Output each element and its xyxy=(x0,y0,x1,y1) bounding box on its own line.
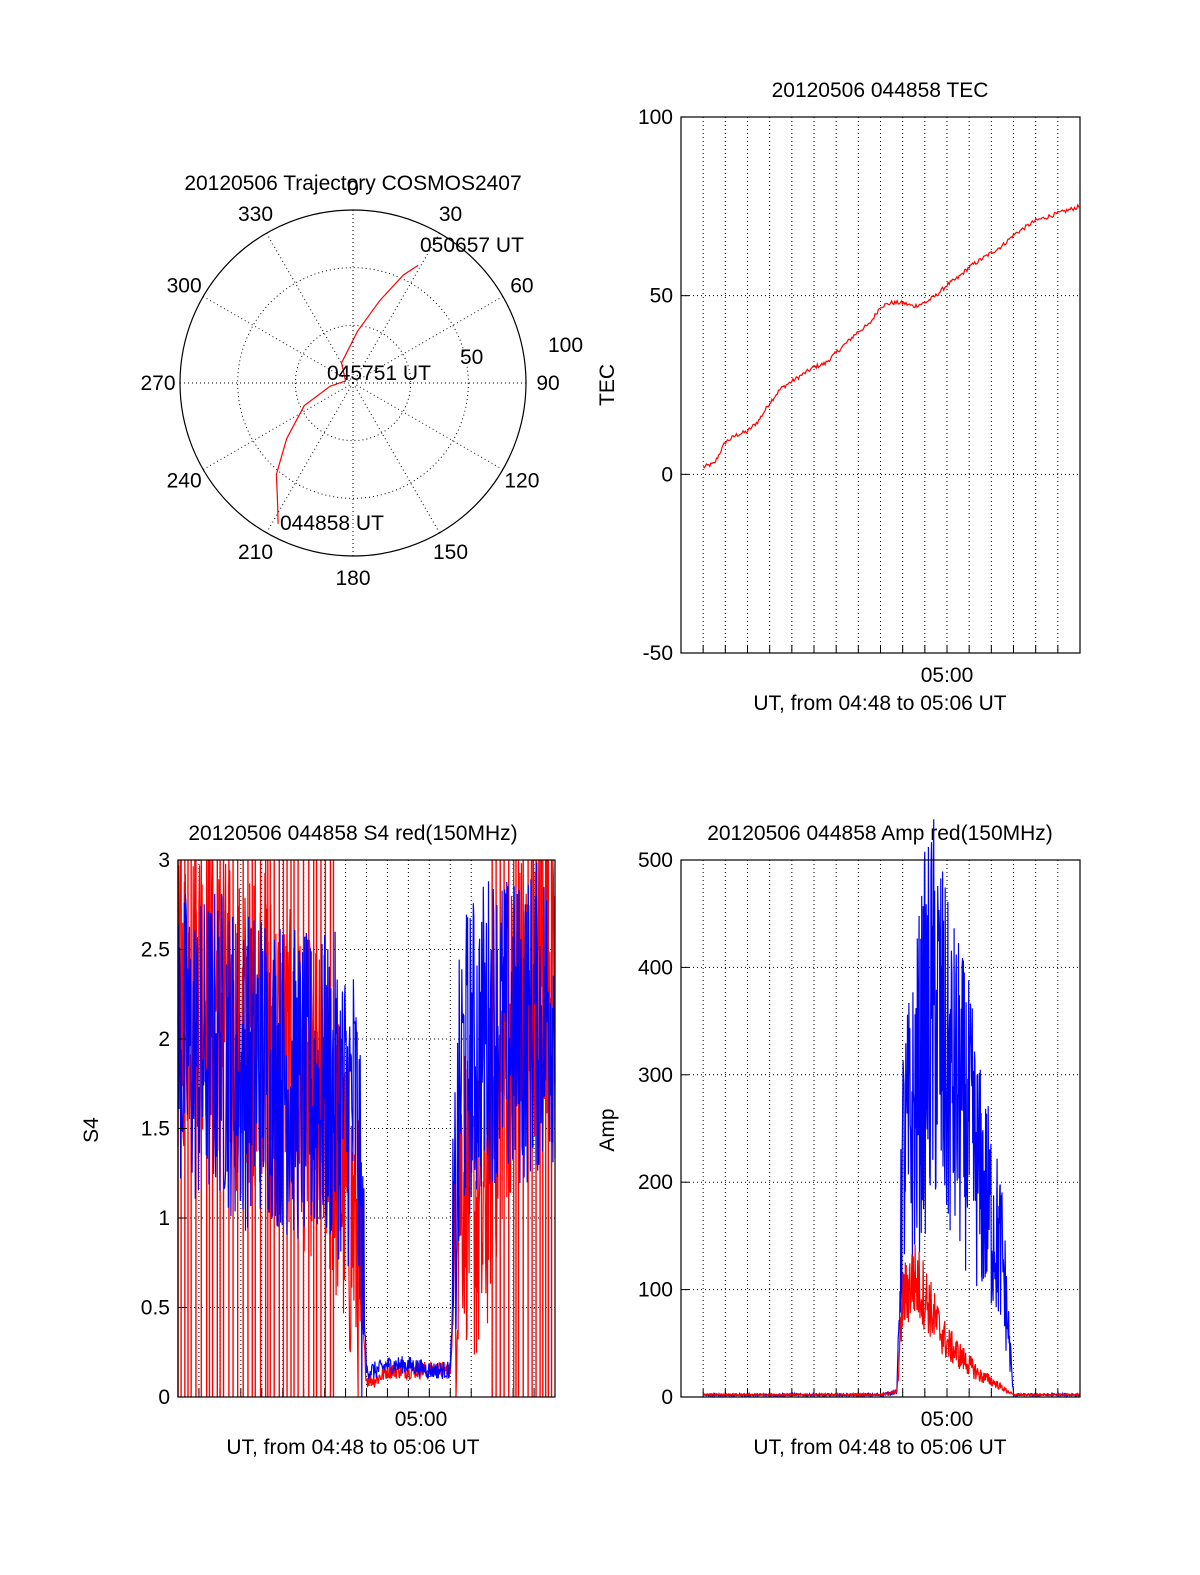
amp-panel: 20120506 044858 Amp red(150MHz) 0 100 200 3… xyxy=(596,819,1081,1459)
s4-xlabel: UT, from 04:48 to 05:06 UT xyxy=(226,1436,479,1459)
s4-title: 20120506 044858 S4 red(150MHz) xyxy=(188,822,517,845)
tec-y-tick-labels: -50 0 50 100 xyxy=(638,106,689,665)
trajectory-end-label: 050657 UT xyxy=(420,234,524,257)
polar-azimuth-label: 120 xyxy=(504,470,539,493)
tec-ylabel: TEC xyxy=(596,364,619,406)
s4-panel: 20120506 044858 S4 red(150MHz) 0 0.5 1 1.5 2… xyxy=(80,822,556,1459)
tec-title: 20120506 044858 TEC xyxy=(772,79,989,102)
polar-azimuth-label: 30 xyxy=(439,203,462,226)
polar-spoke xyxy=(202,382,354,470)
polar-grid xyxy=(180,210,526,556)
amp-y-tick-labels: 0 100 200 300 400 500 xyxy=(638,849,689,1409)
tec-ytick-label: -50 xyxy=(643,642,673,665)
trajectory-start-label: 044858 UT xyxy=(280,512,384,535)
s4-ytick-label: 0 xyxy=(158,1386,170,1409)
polar-spoke xyxy=(266,382,354,534)
amp-ytick-label: 400 xyxy=(638,956,673,979)
s4-ytick-label: 1.5 xyxy=(141,1118,170,1141)
polar-spoke xyxy=(202,296,354,384)
tec-grid xyxy=(681,117,1080,653)
polar-spoke xyxy=(352,382,504,470)
amp-red-series-line xyxy=(702,1244,1080,1398)
trajectory-mid-label: 045751 UT xyxy=(327,362,431,385)
trajectory-line xyxy=(275,264,419,524)
polar-azimuth-label: 330 xyxy=(238,203,273,226)
polar-azimuth-label: 180 xyxy=(335,567,370,590)
tec-xlabel: UT, from 04:48 to 05:06 UT xyxy=(753,692,1006,715)
s4-ytick-label: 3 xyxy=(158,849,170,872)
s4-ytick-label: 2 xyxy=(158,1028,170,1051)
polar-azimuth-label: 210 xyxy=(238,541,273,564)
polar-spoke xyxy=(352,232,440,384)
polar-outer-circle xyxy=(179,209,527,557)
polar-azimuth-label: 0 xyxy=(347,177,359,200)
amp-ytick-label: 500 xyxy=(638,849,673,872)
amp-frame xyxy=(680,859,1081,1398)
polar-azimuth-label: 60 xyxy=(510,275,533,298)
s4-ytick-label: 0.5 xyxy=(141,1297,170,1320)
tec-ytick-label: 100 xyxy=(638,106,673,129)
polar-azimuth-label: 270 xyxy=(140,372,175,395)
polar-azimuth-label: 300 xyxy=(167,275,202,298)
polar-grid-circle xyxy=(294,324,412,442)
s4-y-tick-labels: 0 0.5 1 1.5 2 2.5 3 xyxy=(141,849,186,1409)
s4-blue-series-line xyxy=(177,862,556,1398)
trajectory-panel: 20120506 Trajectory COSMOS2407 0 30 60 90 12… xyxy=(140,172,583,590)
s4-xtick-0500: 05:00 xyxy=(395,1408,448,1431)
polar-grid-circle xyxy=(237,267,469,499)
polar-azimuth-label: 150 xyxy=(433,541,468,564)
polar-azimuth-labels: 0 30 60 90 120 150 180 210 240 270 300 330 xyxy=(140,177,559,590)
polar-spoke xyxy=(266,232,354,384)
tec-series-line xyxy=(702,203,1081,469)
amp-blue-series-line xyxy=(703,819,1081,1399)
tec-ytick-label: 50 xyxy=(650,285,673,308)
s4-ytick-label: 2.5 xyxy=(141,939,170,962)
s4-ylabel: S4 xyxy=(80,1117,103,1143)
polar-spoke xyxy=(352,382,440,534)
polar-azimuth-label: 90 xyxy=(536,372,559,395)
s4-ytick-label: 1 xyxy=(158,1207,170,1230)
amp-xtick-0500: 05:00 xyxy=(921,1408,974,1431)
amp-ytick-label: 0 xyxy=(661,1386,673,1409)
polar-radial-label-50: 50 xyxy=(460,346,483,369)
tec-xtick-0500: 05:00 xyxy=(921,664,974,687)
amp-title: 20120506 044858 Amp red(150MHz) xyxy=(707,822,1053,845)
amp-ytick-label: 300 xyxy=(638,1064,673,1087)
polar-radial-label-100: 100 xyxy=(548,334,583,357)
amp-ylabel: Amp xyxy=(596,1108,619,1151)
trajectory-title: 20120506 Trajectory COSMOS2407 xyxy=(184,172,521,195)
tec-frame xyxy=(680,116,1081,654)
amp-grid xyxy=(681,860,1080,1397)
amp-ytick-label: 200 xyxy=(638,1171,673,1194)
polar-spoke xyxy=(352,296,504,384)
tec-ytick-label: 0 xyxy=(661,463,673,486)
polar-azimuth-label: 240 xyxy=(167,470,202,493)
amp-ytick-label: 100 xyxy=(638,1279,673,1302)
amp-xlabel: UT, from 04:48 to 05:06 UT xyxy=(753,1436,1006,1459)
